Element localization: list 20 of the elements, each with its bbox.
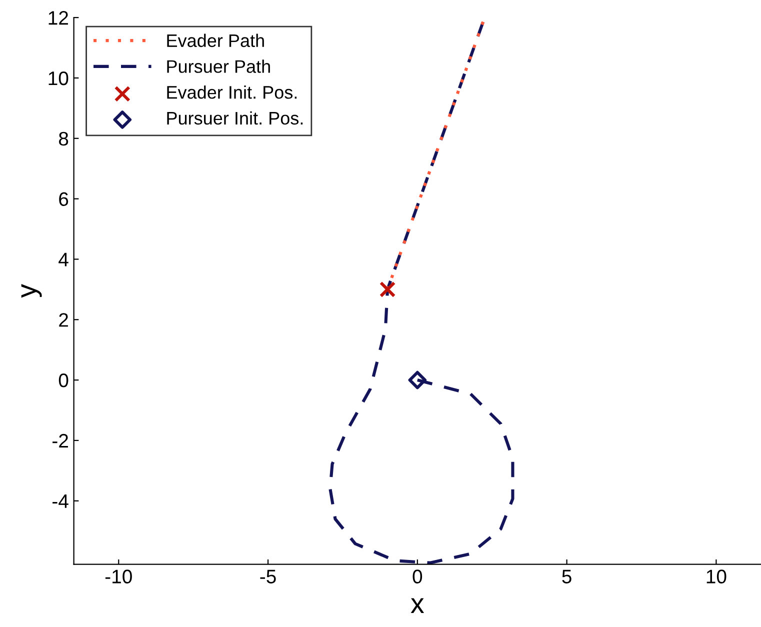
legend-label: Evader Init. Pos. xyxy=(167,86,297,99)
y-tick-label: 6 xyxy=(59,192,68,206)
x-tick-label: 10 xyxy=(706,570,726,584)
x-tick-label: -5 xyxy=(260,570,276,584)
x-tick-label: 5 xyxy=(562,570,572,584)
y-tick-label: 12 xyxy=(48,11,68,25)
y-axis-title: y xyxy=(21,284,42,298)
y-tick-label: -4 xyxy=(52,494,68,508)
legend-label: Pursuer Path xyxy=(167,60,270,73)
y-tick-label: -2 xyxy=(52,434,68,448)
y-tick-label: 0 xyxy=(58,374,68,388)
x-axis-title: x xyxy=(410,598,424,613)
y-tick-label: 10 xyxy=(48,71,68,86)
x-tick-label: 0 xyxy=(412,570,422,584)
y-tick-label: 8 xyxy=(58,132,68,146)
legend-label: Evader Path xyxy=(167,34,264,48)
y-tick-label: 2 xyxy=(59,313,68,327)
x-tick-label: -10 xyxy=(105,570,132,584)
y-tick-label: 4 xyxy=(58,252,68,266)
legend-label: Pursuer Init. Pos. xyxy=(167,111,303,125)
